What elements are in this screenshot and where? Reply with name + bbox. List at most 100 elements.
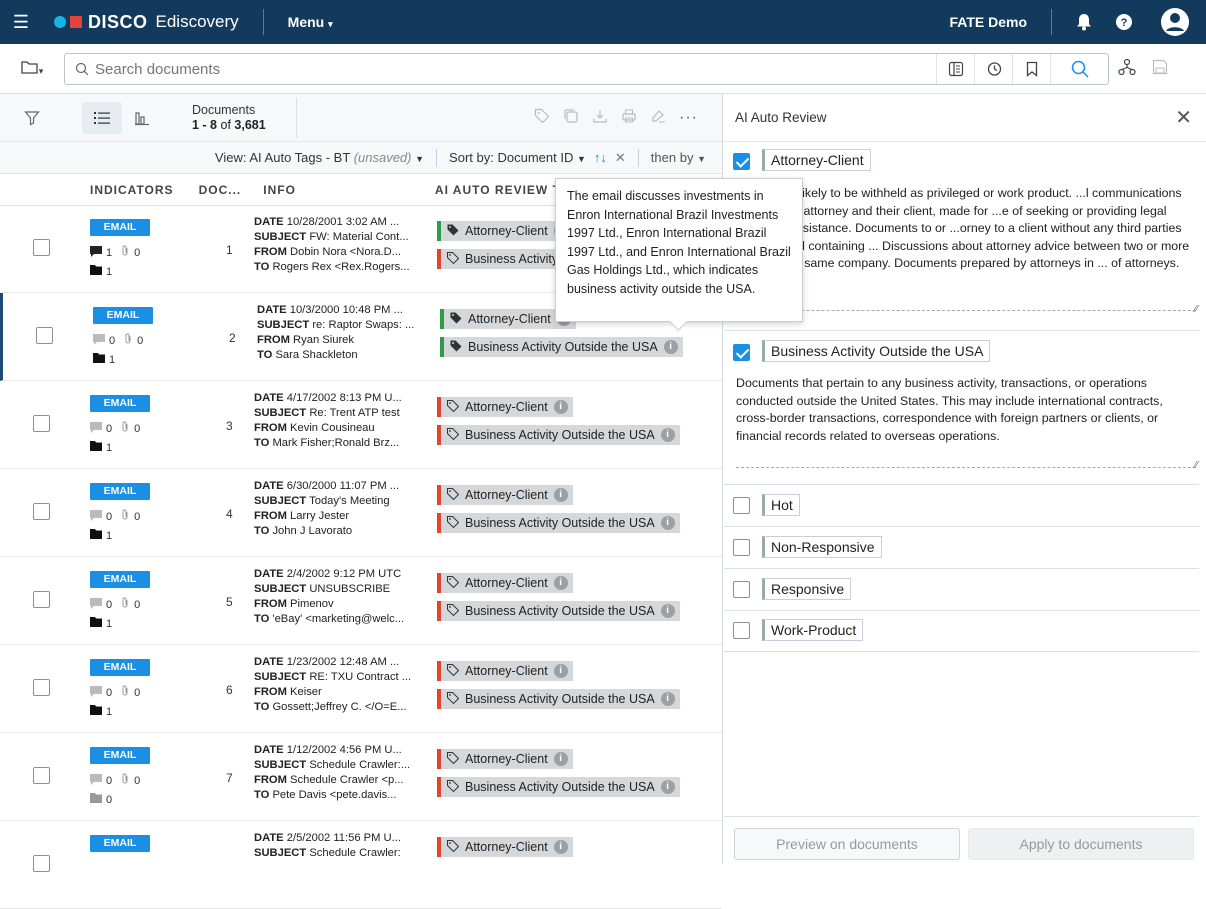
bookmark-icon[interactable] bbox=[1012, 54, 1050, 84]
resize-handle-icon[interactable]: ⁄⁄ bbox=[1194, 460, 1198, 471]
row-checkbox[interactable] bbox=[33, 239, 50, 256]
more-options-icon[interactable]: ··· bbox=[679, 108, 698, 126]
filter-icon[interactable] bbox=[12, 102, 52, 134]
date-label: DATE bbox=[254, 568, 284, 580]
document-info[interactable]: DATE 10/28/2001 3:02 AM ... SUBJECT FW: M… bbox=[254, 215, 414, 275]
divider bbox=[1051, 9, 1052, 35]
download-icon[interactable] bbox=[592, 108, 608, 127]
tag-pill-business-activity[interactable]: Business Activity Outside the USA i bbox=[437, 601, 680, 621]
then-by-selector[interactable]: then by ▼ bbox=[651, 150, 706, 165]
row-checkbox[interactable] bbox=[33, 591, 50, 608]
hamburger-menu-icon[interactable]: ☰ bbox=[12, 11, 30, 32]
row-checkbox[interactable] bbox=[33, 415, 50, 432]
user-avatar-icon[interactable] bbox=[1144, 7, 1206, 37]
info-icon[interactable]: i bbox=[663, 340, 678, 354]
resize-handle-icon[interactable]: ⁄⁄ bbox=[1194, 304, 1198, 315]
info-icon[interactable]: i bbox=[553, 840, 568, 854]
document-info[interactable]: DATE 2/4/2002 9:12 PM UTC SUBJECT UNSUBSC… bbox=[254, 567, 414, 627]
tag-checkbox-work-product[interactable] bbox=[733, 622, 750, 639]
row-checkbox[interactable] bbox=[36, 327, 53, 344]
chart-view-icon[interactable] bbox=[122, 102, 162, 134]
tag-description-attorney-client[interactable]: ...asonably likely to be withheld as pri… bbox=[736, 185, 1196, 311]
tag-icon[interactable] bbox=[534, 108, 550, 127]
info-icon[interactable]: i bbox=[660, 692, 675, 706]
table-row[interactable]: EMAIL DATE 2/5/2002 11:56 PM U... SUBJECT … bbox=[0, 821, 722, 909]
info-icon[interactable]: i bbox=[553, 664, 568, 678]
document-info[interactable]: DATE 1/12/2002 4:56 PM U... SUBJECT Sched… bbox=[254, 743, 414, 803]
tag-checkbox-business-activity[interactable] bbox=[733, 344, 750, 361]
document-info[interactable]: DATE 1/23/2002 12:48 AM ... SUBJECT RE: T… bbox=[254, 655, 414, 715]
tag-pill-business-activity[interactable]: Business Activity Outside the USA i bbox=[440, 337, 683, 357]
tag-checkbox-attorney-client[interactable] bbox=[733, 153, 750, 170]
sort-selector[interactable]: Sort by: Document ID ▼ bbox=[449, 150, 586, 165]
date-label: DATE bbox=[254, 744, 284, 756]
redact-icon[interactable] bbox=[650, 108, 666, 127]
info-icon[interactable]: i bbox=[660, 780, 675, 794]
document-info[interactable]: DATE 6/30/2000 11:07 PM ... SUBJECT Today… bbox=[254, 479, 414, 539]
info-icon[interactable]: i bbox=[553, 752, 568, 766]
search-input[interactable] bbox=[95, 60, 936, 78]
column-tags[interactable]: AI AUTO REVIEW TAGS bbox=[434, 182, 590, 197]
folder-dropdown-icon[interactable]: ▾ bbox=[0, 60, 64, 77]
logo[interactable]: DISCO Ediscovery bbox=[54, 12, 239, 33]
info-icon[interactable]: i bbox=[553, 400, 568, 414]
clear-sort-icon[interactable]: ✕ bbox=[614, 149, 626, 165]
info-icon[interactable]: i bbox=[553, 488, 568, 502]
search-builder-icon[interactable] bbox=[936, 54, 974, 84]
table-row[interactable]: EMAIL 0 0 1 3 DATE 4/17/2002 8:13 PM U... SUBJ… bbox=[0, 381, 722, 469]
save-icon[interactable] bbox=[1152, 59, 1168, 78]
tag-name: Attorney-Client bbox=[465, 664, 548, 678]
table-row[interactable]: EMAIL 0 0 1 6 DATE 1/23/2002 12:48 AM ... SUBJ… bbox=[0, 645, 722, 733]
info-icon[interactable]: i bbox=[660, 604, 675, 618]
document-info[interactable]: DATE 10/3/2000 10:48 PM ... SUBJECT re: R… bbox=[257, 303, 417, 363]
tag-checkbox-non-responsive[interactable] bbox=[733, 539, 750, 556]
tag-description-business-activity[interactable]: Documents that pertain to any business a… bbox=[736, 375, 1196, 468]
tag-checkbox-responsive[interactable] bbox=[733, 581, 750, 598]
info-icon[interactable]: i bbox=[660, 516, 675, 530]
main-menu-button[interactable]: Menu ▾ bbox=[288, 14, 333, 30]
row-checkbox[interactable] bbox=[33, 503, 50, 520]
sort-direction-icon[interactable]: ↑↓ bbox=[593, 150, 607, 165]
table-row[interactable]: EMAIL 0 0 1 2 DATE 10/3/2000 10:48 PM ... SUBJ… bbox=[0, 293, 722, 381]
info-icon[interactable]: i bbox=[660, 428, 675, 442]
document-info[interactable]: DATE 4/17/2002 8:13 PM U... SUBJECT Re: T… bbox=[254, 391, 414, 451]
column-doc[interactable]: DOC... bbox=[198, 182, 242, 197]
tag-pill-business-activity[interactable]: Business Activity Outside the USA i bbox=[437, 777, 680, 797]
hierarchy-icon[interactable] bbox=[1118, 58, 1136, 79]
search-submit-icon[interactable] bbox=[1050, 54, 1108, 84]
close-icon[interactable]: ✕ bbox=[1175, 107, 1192, 129]
preview-on-documents-button[interactable]: Preview on documents bbox=[734, 828, 960, 860]
folder-icon bbox=[90, 265, 102, 278]
info-icon[interactable]: i bbox=[553, 576, 568, 590]
apply-to-documents-button[interactable]: Apply to documents bbox=[968, 828, 1194, 860]
history-icon[interactable] bbox=[974, 54, 1012, 84]
tag-checkbox-hot[interactable] bbox=[733, 497, 750, 514]
bell-icon[interactable] bbox=[1064, 13, 1104, 31]
view-selector[interactable]: View: AI Auto Tags - BT (unsaved) ▼ bbox=[215, 150, 424, 165]
row-checkbox[interactable] bbox=[33, 679, 50, 696]
menu-label: Menu bbox=[287, 14, 325, 30]
document-info[interactable]: DATE 2/5/2002 11:56 PM U... SUBJECT Sched… bbox=[254, 831, 414, 861]
print-icon[interactable] bbox=[621, 108, 637, 127]
column-info[interactable]: INFO bbox=[263, 182, 296, 197]
copy-icon[interactable] bbox=[563, 108, 579, 127]
help-icon[interactable]: ? bbox=[1104, 13, 1144, 31]
column-indicators[interactable]: INDICATORS bbox=[90, 182, 174, 197]
table-row[interactable]: EMAIL 0 0 1 5 DATE 2/4/2002 9:12 PM UTC SUBJEC… bbox=[0, 557, 722, 645]
table-row[interactable]: EMAIL 0 0 0 7 DATE 1/12/2002 4:56 PM U... SUBJ… bbox=[0, 733, 722, 821]
list-view-icon[interactable] bbox=[82, 101, 122, 134]
tag-pill-attorney-client[interactable]: Attorney-Client i bbox=[437, 661, 573, 681]
table-row[interactable]: EMAIL 0 0 1 4 DATE 6/30/2000 11:07 PM ... SUBJ… bbox=[0, 469, 722, 557]
attachment-count: 0 bbox=[134, 686, 141, 699]
row-checkbox[interactable] bbox=[33, 767, 50, 784]
tag-pill-business-activity[interactable]: Business Activity Outside the USA i bbox=[437, 513, 680, 533]
tag-pill-business-activity[interactable]: Business Activity Outside the USA i bbox=[437, 425, 680, 445]
workspace-name[interactable]: FATE Demo bbox=[949, 14, 1027, 30]
tag-pill-business-activity[interactable]: Business Activity Outside the USA i bbox=[437, 689, 680, 709]
